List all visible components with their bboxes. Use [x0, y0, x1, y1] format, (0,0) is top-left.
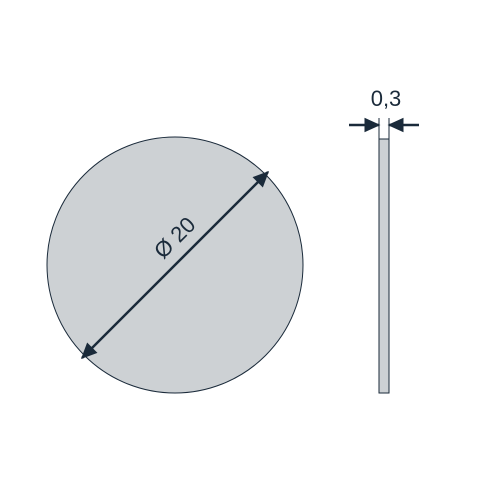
technical-drawing: Ø 20 0,3 [0, 0, 500, 500]
thickness-label: 0,3 [371, 86, 402, 111]
disc-side-view [379, 139, 389, 393]
thickness-dimension [349, 118, 419, 139]
